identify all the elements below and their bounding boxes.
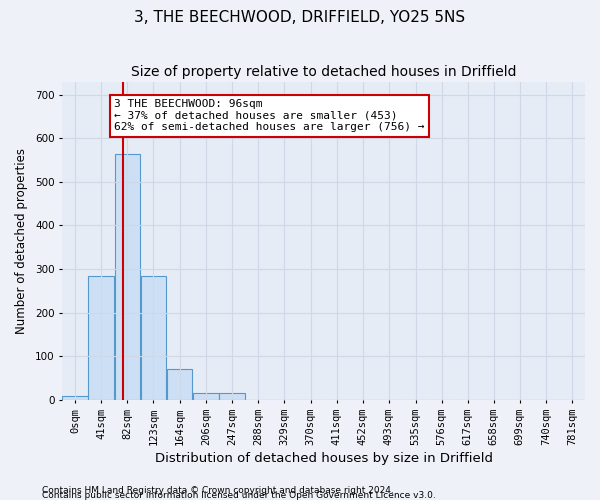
Y-axis label: Number of detached properties: Number of detached properties (15, 148, 28, 334)
Text: 3, THE BEECHWOOD, DRIFFIELD, YO25 5NS: 3, THE BEECHWOOD, DRIFFIELD, YO25 5NS (134, 10, 466, 25)
Text: 3 THE BEECHWOOD: 96sqm
← 37% of detached houses are smaller (453)
62% of semi-de: 3 THE BEECHWOOD: 96sqm ← 37% of detached… (115, 99, 425, 132)
Bar (140, 276, 166, 400)
Text: Contains HM Land Registry data © Crown copyright and database right 2024.: Contains HM Land Registry data © Crown c… (42, 486, 394, 495)
Bar (167, 370, 193, 400)
Bar (62, 396, 88, 400)
Bar (193, 394, 219, 400)
Bar (220, 394, 245, 400)
X-axis label: Distribution of detached houses by size in Driffield: Distribution of detached houses by size … (155, 452, 493, 465)
Bar (115, 154, 140, 400)
Title: Size of property relative to detached houses in Driffield: Size of property relative to detached ho… (131, 65, 517, 79)
Text: Contains public sector information licensed under the Open Government Licence v3: Contains public sector information licen… (42, 491, 436, 500)
Bar (88, 276, 114, 400)
